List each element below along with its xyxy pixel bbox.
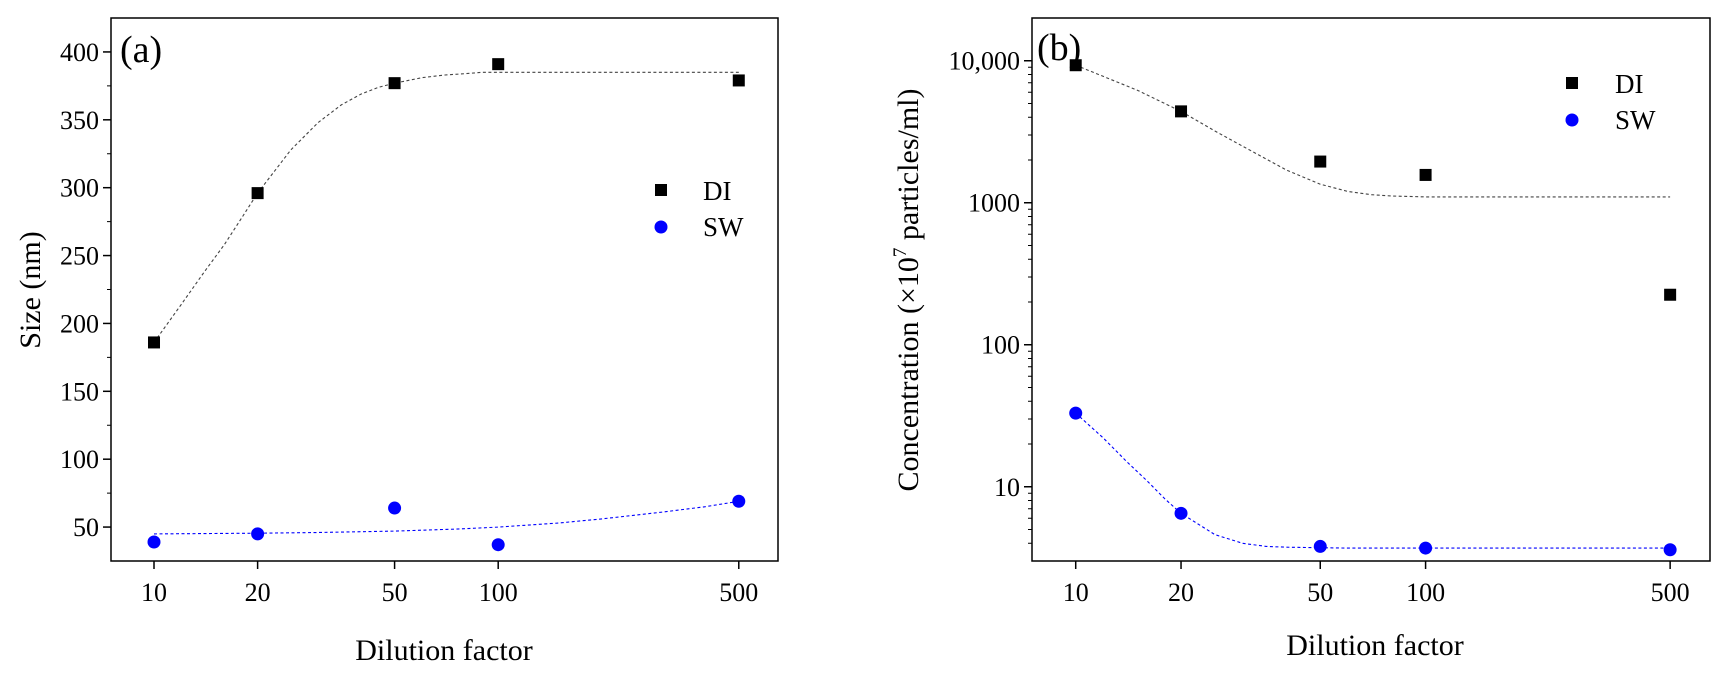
panel-b-y-axis-label: Concentration (×107 particles/ml)	[890, 89, 925, 492]
panel-a-di-point	[388, 77, 401, 90]
panel-a-y-tick-label: 400	[60, 38, 99, 67]
panel-b-sw-point	[1313, 539, 1327, 553]
panel-a-y-tick-label: 350	[60, 106, 99, 135]
panel-a-legend-di-label: DI	[703, 176, 732, 206]
panel-b-legend-sw-label: SW	[1615, 105, 1656, 135]
panel-b-data-points	[1069, 59, 1677, 557]
panel-b-x-tick-label: 50	[1307, 578, 1333, 607]
panel-a-y-tick-label: 50	[73, 513, 99, 542]
panel-a-x-axis-label: Dilution factor	[355, 634, 532, 667]
panel-b-x-tick-label: 500	[1651, 578, 1690, 607]
panel-b-di-point	[1175, 105, 1188, 118]
panel-b-di-fit-line	[1075, 64, 1671, 198]
panel-b-y-axis-label-main: Concentration (×10	[892, 257, 925, 491]
panel-a-di-point	[251, 187, 264, 200]
panel-a-sw-point	[388, 501, 402, 515]
panel-a-sw-fit-line	[153, 500, 739, 535]
panel-a-legend: DI SW	[654, 176, 744, 242]
panel-b-frame	[1031, 17, 1711, 562]
panel-b-legend-sw-marker	[1565, 113, 1579, 127]
panel-b-x-tick-label: 10	[1063, 578, 1089, 607]
panel-b-legend-di-marker	[1566, 77, 1578, 89]
panel-a-y-axis-label: Size (nm)	[14, 231, 47, 348]
panel-a-di-point	[492, 58, 505, 71]
panel-a-legend-sw-marker	[654, 220, 668, 234]
panel-a-y-tick-label: 250	[60, 242, 99, 271]
panel-a-y-tick-label: 100	[60, 445, 99, 474]
panel-a-ticks: 10 20 50 100 500 50 100 150 200 250 300 350 400	[60, 38, 758, 607]
panel-b-sw-fit-line	[1075, 412, 1671, 549]
panel-a-x-tick-label: 500	[719, 578, 758, 607]
panel-a-y-tick-label: 150	[60, 377, 99, 406]
panel-b-di-point	[1314, 155, 1327, 168]
panel-b-di-point	[1069, 59, 1082, 72]
panel-a-x-tick-label: 100	[479, 578, 518, 607]
panel-a-x-tick-label: 10	[141, 578, 167, 607]
panel-a-di-fit-line	[153, 71, 739, 343]
panel-a-data-points	[147, 58, 746, 552]
panel-a-sw-point	[491, 538, 505, 552]
panel-a-di-point	[732, 74, 745, 87]
panel-b-y-axis-label-superscript: 7	[890, 248, 911, 258]
panel-b-sw-point	[1419, 541, 1433, 555]
panel-b-concentration-chart: 10 20 50 100 500 10 100 1000 10,000 (b) Dilution…	[890, 17, 1711, 662]
panel-a-fit-lines	[153, 71, 739, 535]
panel-b-ticks: 10 20 50 100 500 10 100 1000 10,000	[949, 47, 1690, 607]
panel-a-y-tick-label: 200	[60, 309, 99, 338]
panel-a-x-tick-label: 20	[245, 578, 271, 607]
panel-b-x-axis-label: Dilution factor	[1286, 629, 1463, 662]
panel-b-legend: DI SW	[1565, 69, 1656, 135]
panel-a-sw-point	[147, 535, 161, 549]
panel-b-label: (b)	[1037, 27, 1081, 69]
panel-a-di-point	[148, 336, 161, 349]
panel-b-sw-point	[1174, 506, 1188, 520]
panel-b-legend-di-label: DI	[1615, 69, 1644, 99]
panel-b-sw-point	[1663, 543, 1677, 557]
panel-b-y-tick-label: 1000	[968, 189, 1020, 218]
panel-a-x-tick-label: 50	[382, 578, 408, 607]
panel-b-sw-point	[1069, 406, 1083, 420]
panel-a-legend-sw-label: SW	[703, 212, 744, 242]
panel-a-frame	[110, 17, 779, 562]
panel-a-sw-point	[732, 494, 746, 508]
panel-b-y-tick-label: 10,000	[949, 47, 1021, 76]
panel-b-di-point	[1664, 288, 1677, 301]
panel-b-di-point	[1419, 168, 1432, 181]
panel-a-legend-di-marker	[655, 184, 667, 196]
panel-b-y-tick-label: 100	[981, 331, 1020, 360]
panel-b-fit-lines	[1075, 64, 1671, 549]
panel-a-label: (a)	[120, 29, 162, 71]
panel-b-y-axis-label-tail: particles/ml)	[892, 89, 925, 248]
panel-b-y-tick-label: 10	[994, 473, 1020, 502]
panel-b-x-tick-label: 20	[1168, 578, 1194, 607]
panel-b-x-tick-label: 100	[1406, 578, 1445, 607]
panel-a-y-tick-label: 300	[60, 174, 99, 203]
panel-a-sw-point	[251, 527, 265, 541]
